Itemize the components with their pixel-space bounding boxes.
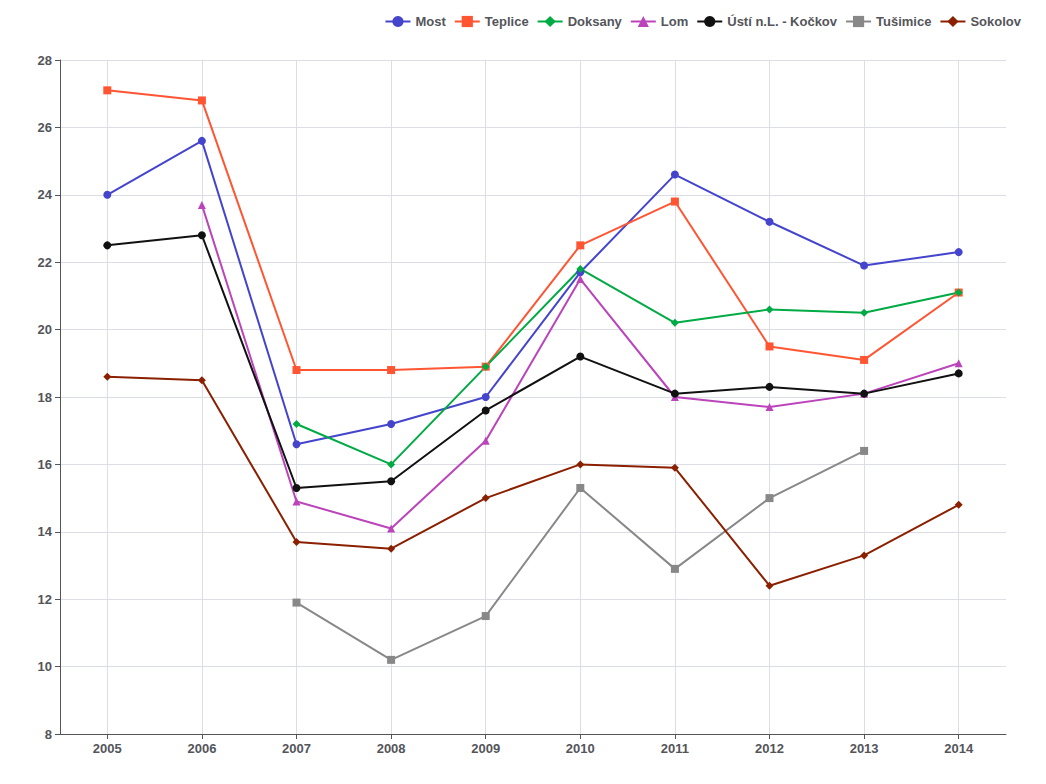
svg-text:Doksany: Doksany	[568, 14, 623, 29]
svg-text:20: 20	[38, 322, 52, 337]
svg-text:Ústí n.L. - Kočkov: Ústí n.L. - Kočkov	[727, 14, 838, 29]
svg-text:Lom: Lom	[661, 14, 688, 29]
svg-text:26: 26	[38, 120, 52, 135]
svg-text:18: 18	[38, 390, 52, 405]
svg-text:2007: 2007	[282, 741, 311, 756]
svg-text:2006: 2006	[187, 741, 216, 756]
svg-text:Tušimice: Tušimice	[876, 14, 931, 29]
svg-text:8: 8	[45, 727, 52, 742]
svg-text:24: 24	[38, 187, 53, 202]
svg-text:10: 10	[38, 659, 52, 674]
svg-text:14: 14	[38, 524, 53, 539]
svg-text:12: 12	[38, 592, 52, 607]
svg-text:2013: 2013	[850, 741, 879, 756]
svg-text:2012: 2012	[755, 741, 784, 756]
svg-text:Most: Most	[415, 14, 446, 29]
svg-text:28: 28	[38, 53, 52, 68]
svg-text:2008: 2008	[377, 741, 406, 756]
svg-text:Sokolov: Sokolov	[970, 14, 1021, 29]
svg-text:2011: 2011	[661, 741, 689, 756]
svg-text:2014: 2014	[944, 741, 974, 756]
svg-text:2009: 2009	[471, 741, 500, 756]
svg-text:2005: 2005	[93, 741, 122, 756]
svg-text:2010: 2010	[566, 741, 595, 756]
svg-text:22: 22	[38, 255, 52, 270]
svg-text:Teplice: Teplice	[485, 14, 529, 29]
svg-text:16: 16	[38, 457, 52, 472]
